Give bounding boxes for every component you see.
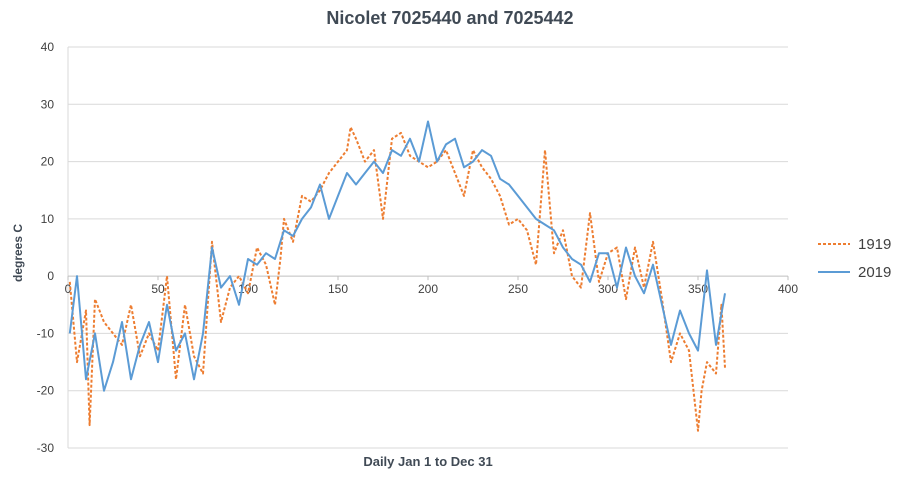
y-tick-label: -10 bbox=[37, 326, 55, 340]
y-tick-label: 0 bbox=[47, 269, 54, 283]
y-tick-label: 20 bbox=[41, 155, 55, 169]
y-tick-label: -20 bbox=[37, 384, 55, 398]
legend-label-1919: 1919 bbox=[858, 236, 891, 253]
x-axis-label: Daily Jan 1 to Dec 31 bbox=[363, 454, 492, 469]
gridlines bbox=[68, 46, 788, 449]
y-tick-label: 10 bbox=[41, 212, 55, 226]
y-tick-labels: -30 -20 -10 0 10 20 30 40 bbox=[37, 40, 55, 455]
y-axis-label: degrees C bbox=[11, 224, 25, 282]
legend-label-2019: 2019 bbox=[858, 264, 891, 281]
axes bbox=[67, 47, 788, 448]
series-line-2019 bbox=[68, 120, 726, 392]
x-tick-labels: 0 50 100 150 200 250 300 350 400 bbox=[65, 276, 798, 296]
y-tick-label: 30 bbox=[41, 97, 55, 111]
legend: 1919 2019 bbox=[818, 236, 891, 281]
chart-title: Nicolet 7025440 and 7025442 bbox=[326, 8, 573, 28]
x-tick-label: 150 bbox=[328, 282, 348, 296]
series-lines bbox=[68, 120, 726, 432]
x-tick-label: 50 bbox=[151, 282, 165, 296]
x-tick-label: 400 bbox=[778, 282, 798, 296]
y-tick-label: 40 bbox=[41, 40, 55, 54]
x-tick-label: 0 bbox=[65, 282, 72, 296]
series-line-1919 bbox=[68, 126, 726, 432]
x-tick-label: 200 bbox=[418, 282, 438, 296]
x-tick-label: 250 bbox=[508, 282, 528, 296]
x-tick-label: 300 bbox=[598, 282, 618, 296]
y-tick-label: -30 bbox=[37, 441, 55, 455]
x-tick-label: 350 bbox=[688, 282, 708, 296]
